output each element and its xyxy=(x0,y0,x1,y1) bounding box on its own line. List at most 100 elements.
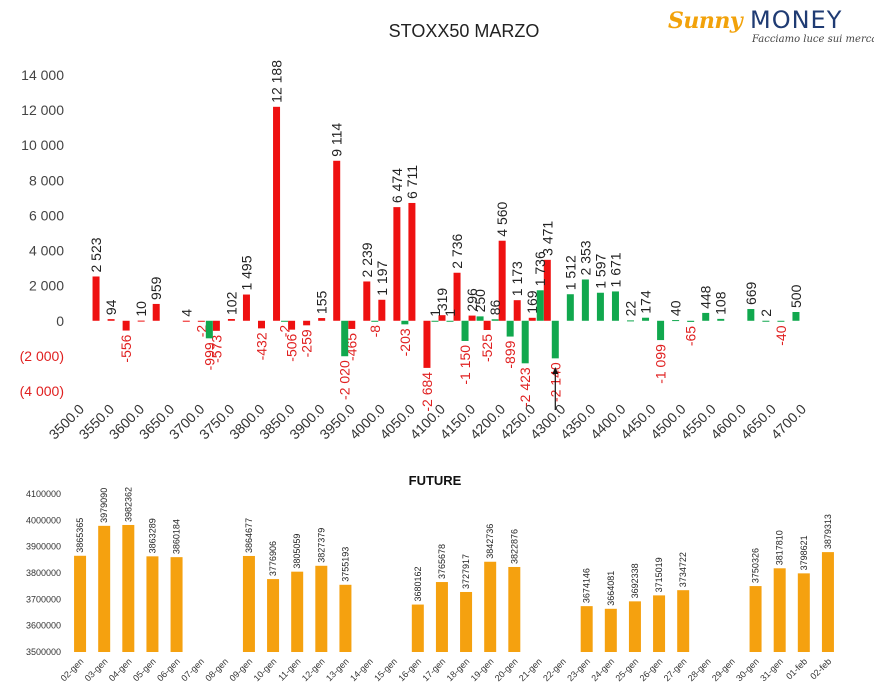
call-bar xyxy=(182,320,190,322)
call-bar xyxy=(438,315,446,321)
bar-value-label: -1 150 xyxy=(457,345,473,385)
call-bar xyxy=(242,294,250,321)
future-y-tick-label: 3700000 xyxy=(26,594,61,604)
bar-value-label: -2 684 xyxy=(419,372,435,412)
future-x-tick-label: 04-gen xyxy=(107,656,134,683)
future-title: FUTURE xyxy=(409,473,462,488)
future-x-tick-label: 18-gen xyxy=(445,656,472,683)
bar-value-label: 1 173 xyxy=(509,261,525,296)
bar-value-label: -573 xyxy=(208,335,224,363)
put-bar xyxy=(476,316,484,321)
future-x-tick-label: 10-gen xyxy=(252,656,279,683)
future-value-label: 3842736 xyxy=(485,524,495,559)
bar-value-label: 94 xyxy=(103,299,119,315)
future-value-label: 3798621 xyxy=(799,535,809,570)
bar-value-label: -8 xyxy=(367,325,383,338)
future-x-tick-label: 09-gen xyxy=(227,656,254,683)
price-arrow-head xyxy=(552,367,559,374)
put-bar xyxy=(401,320,409,325)
future-value-label: 3680162 xyxy=(413,567,423,602)
future-x-tick-label: 05-gen xyxy=(131,656,158,683)
future-value-label: 3817810 xyxy=(775,530,785,565)
bar-value-label: 22 xyxy=(623,301,639,317)
y-tick-label: 2 000 xyxy=(29,278,64,294)
call-bar xyxy=(288,320,296,330)
future-value-label: 3805059 xyxy=(292,534,302,569)
future-bar xyxy=(291,571,304,652)
bar-value-label: 155 xyxy=(314,290,330,314)
future-x-tick-label: 17-gen xyxy=(420,656,447,683)
future-x-tick-label: 07-gen xyxy=(179,656,206,683)
call-bar xyxy=(513,300,521,321)
future-value-label: 3765678 xyxy=(437,544,447,579)
future-bar xyxy=(170,557,183,652)
bar-value-label: -506 xyxy=(284,333,300,361)
future-y-tick-label: 4000000 xyxy=(26,515,61,525)
future-bar xyxy=(98,525,111,652)
bar-value-label: 1 736 xyxy=(532,251,548,286)
call-bar xyxy=(468,315,476,321)
bar-value-label: 2 239 xyxy=(359,242,375,277)
call-bar xyxy=(152,303,160,321)
bar-value-label: 1 512 xyxy=(562,255,578,290)
put-bar xyxy=(341,320,349,357)
call-bar xyxy=(227,318,235,321)
put-bar xyxy=(431,320,439,322)
call-bar xyxy=(333,160,341,321)
call-bar xyxy=(408,202,416,321)
y-tick-label: 12 000 xyxy=(21,102,64,118)
future-x-tick-label: 13-gen xyxy=(324,656,351,683)
sunny-money-logo: Sunny MONEY Facciamo luce sui mercati xyxy=(668,6,874,46)
bar-value-label: -259 xyxy=(299,329,315,357)
future-bar xyxy=(580,606,593,652)
bar-value-label: 2 353 xyxy=(577,240,593,275)
future-x-tick-label: 30-gen xyxy=(734,656,761,683)
future-bar xyxy=(267,579,280,652)
put-bar xyxy=(596,292,604,321)
bar-value-label: -525 xyxy=(479,334,495,362)
future-bar xyxy=(339,584,352,652)
y-tick-label: (2 000) xyxy=(20,348,64,364)
future-x-tick-label: 24-gen xyxy=(589,656,616,683)
call-bar xyxy=(122,320,130,331)
bar-value-label: -2 xyxy=(277,325,293,338)
logo-tagline: Facciamo luce sui mercati xyxy=(752,34,874,45)
put-bar xyxy=(566,294,574,321)
bar-value-label: 1 671 xyxy=(607,252,623,287)
future-y-tick-label: 4100000 xyxy=(26,489,61,499)
future-value-label: 3674146 xyxy=(582,568,592,603)
put-bar xyxy=(446,320,454,322)
future-bar xyxy=(460,591,473,652)
put-bar xyxy=(461,320,469,341)
bar-value-label: 1 197 xyxy=(374,261,390,296)
future-x-tick-label: 01-feb xyxy=(784,656,809,681)
future-value-label: 3860184 xyxy=(172,519,182,554)
put-bar xyxy=(611,291,619,321)
put-bar xyxy=(371,320,379,322)
bar-value-label: 169 xyxy=(524,290,540,314)
call-bar xyxy=(393,207,401,321)
logo-sunny-text: Sunny xyxy=(668,8,743,34)
future-bar xyxy=(122,524,135,652)
future-value-label: 3979090 xyxy=(99,488,109,523)
call-bar xyxy=(498,240,506,321)
call-bar xyxy=(273,106,281,321)
future-bar xyxy=(749,586,762,652)
future-bar xyxy=(653,595,666,652)
future-x-tick-label: 22-gen xyxy=(541,656,568,683)
put-bar xyxy=(491,319,499,321)
bar-value-label: 2 523 xyxy=(88,237,104,272)
bar-value-label: -1 099 xyxy=(653,344,669,384)
y-tick-label: 4 000 xyxy=(29,243,64,259)
put-bar xyxy=(521,320,529,364)
future-y-tick-label: 3500000 xyxy=(26,647,61,657)
bar-value-label: -65 xyxy=(683,326,699,346)
future-bar xyxy=(628,601,641,652)
bar-value-label: 1 597 xyxy=(592,253,608,288)
put-bar xyxy=(205,320,213,339)
put-bar xyxy=(672,320,680,322)
future-value-label: 3755193 xyxy=(340,547,350,582)
future-value-label: 3734722 xyxy=(678,552,688,587)
future-value-label: 3692338 xyxy=(630,563,640,598)
